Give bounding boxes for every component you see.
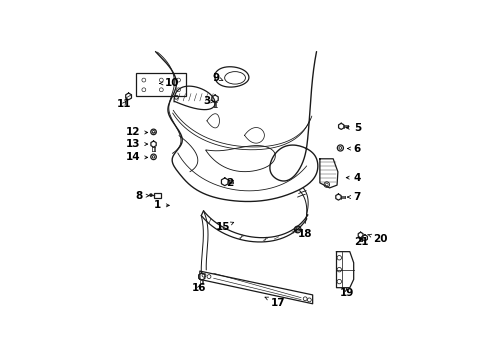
Text: 7: 7: [347, 192, 361, 202]
Text: 17: 17: [265, 297, 285, 308]
Circle shape: [150, 194, 152, 196]
Text: 15: 15: [216, 222, 234, 232]
Text: 21: 21: [354, 237, 368, 247]
Text: 20: 20: [368, 234, 388, 244]
Text: 19: 19: [340, 288, 354, 298]
Text: 12: 12: [126, 127, 147, 138]
Text: 18: 18: [295, 229, 313, 239]
Text: 5: 5: [346, 123, 361, 133]
Text: 9: 9: [213, 73, 223, 83]
Text: 8: 8: [135, 191, 149, 201]
Text: 14: 14: [125, 152, 147, 162]
Text: 10: 10: [160, 78, 180, 89]
Text: 6: 6: [347, 144, 361, 153]
Text: 13: 13: [126, 139, 147, 149]
Text: 2: 2: [226, 178, 233, 188]
Text: 11: 11: [117, 99, 131, 109]
Text: 3: 3: [204, 96, 214, 107]
Text: 16: 16: [192, 283, 206, 293]
Text: 1: 1: [154, 201, 170, 210]
Text: 4: 4: [346, 173, 361, 183]
